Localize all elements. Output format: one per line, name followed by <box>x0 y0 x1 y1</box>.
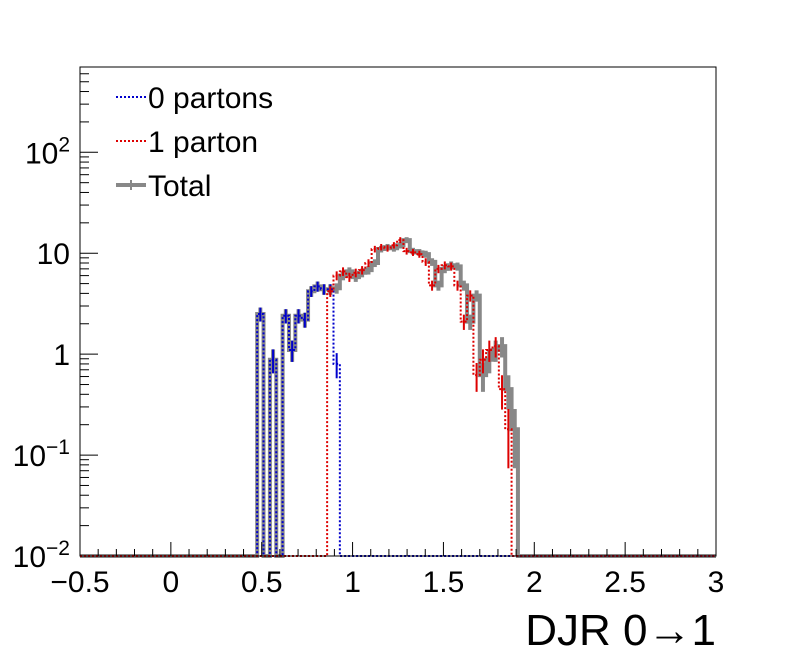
series-total-line <box>80 238 716 558</box>
y-ticks: 10−2 10−1 1 10 102 <box>13 66 98 574</box>
x-tick-label: 1 <box>344 566 361 599</box>
x-tick-label: 2.5 <box>604 566 646 599</box>
plot-frame <box>79 66 717 557</box>
y-tick-label: 10 <box>37 238 70 271</box>
y-tick-label: 102 <box>25 133 70 170</box>
series-0-partons-line <box>80 285 716 557</box>
y-tick-label: 1 <box>53 339 70 372</box>
series-1-parton-line <box>80 239 716 557</box>
histogram-layer <box>80 237 716 558</box>
x-ticks: −0.5 0 0.5 1 1.5 2 2.5 3 <box>50 542 724 599</box>
y-tick-label: 10−2 <box>13 537 70 574</box>
x-tick-label: 2 <box>526 566 543 599</box>
x-tick-label: 0.5 <box>241 566 283 599</box>
x-tick-label: 1.5 <box>423 566 465 599</box>
x-axis-label: DJR 0→1 <box>525 606 716 655</box>
legend-label: 1 parton <box>148 126 258 159</box>
x-tick-label: 3 <box>708 566 725 599</box>
legend-label: Total <box>148 170 211 203</box>
legend: 0 partons 1 parton Total <box>116 82 273 203</box>
x-tick-label: 0 <box>163 566 180 599</box>
legend-label: 0 partons <box>148 82 273 115</box>
y-tick-label: 10−1 <box>13 436 70 473</box>
x-tick-label: −0.5 <box>50 566 109 599</box>
